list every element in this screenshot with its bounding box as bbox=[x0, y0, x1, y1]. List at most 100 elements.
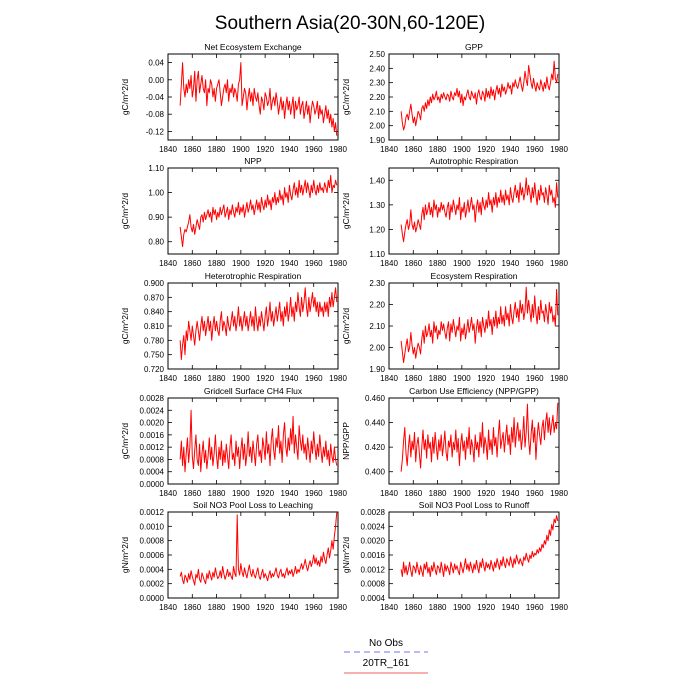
x-tick-label: 1940 bbox=[502, 603, 520, 612]
x-tick-label: 1840 bbox=[380, 145, 398, 154]
y-tick-label: 0.840 bbox=[144, 308, 165, 317]
x-tick-label: 1920 bbox=[256, 489, 274, 498]
figure-title: Southern Asia(20-30N,60-120E) bbox=[215, 13, 485, 34]
series-line bbox=[179, 511, 338, 586]
panel-gpp: GPP gC/m^2/d 1840 1860 1880 1900 1920 1940 1960 1… bbox=[341, 42, 568, 154]
series-line bbox=[400, 286, 559, 364]
x-tick-label: 1900 bbox=[453, 259, 471, 268]
x-tick-label: 1900 bbox=[453, 489, 471, 498]
y-tick-label: 0.0000 bbox=[140, 480, 165, 489]
panel-heterotrophic-respiration: Heterotrophic Respiration gC/m^2/d 1840 186… bbox=[120, 271, 347, 383]
x-tick-label: 1900 bbox=[453, 145, 471, 154]
x-tick-label: 1920 bbox=[256, 145, 274, 154]
x-tick-label: 1880 bbox=[208, 603, 226, 612]
y-tick-label: 0.80 bbox=[148, 238, 164, 247]
y-tick-label: 0.0008 bbox=[361, 580, 386, 589]
x-tick-label: 1900 bbox=[232, 259, 250, 268]
panel-soil-no3-pool-loss-to-runoff: Soil NO3 Pool Loss to Runoff gN/m^2/d 1840… bbox=[341, 500, 568, 612]
x-tick-label: 1960 bbox=[526, 489, 544, 498]
x-tick-label: 1960 bbox=[526, 374, 544, 383]
series-line bbox=[400, 402, 559, 472]
y-axis-label: gC/m^2/d bbox=[120, 308, 130, 344]
x-tick-label: 1840 bbox=[380, 603, 398, 612]
y-tick-label: 0.0012 bbox=[361, 565, 386, 574]
x-tick-label: 1980 bbox=[329, 145, 347, 154]
y-tick-label: 0.0024 bbox=[140, 406, 165, 415]
x-tick-label: 1980 bbox=[329, 603, 347, 612]
y-tick-label: -0.08 bbox=[146, 110, 165, 119]
series-line bbox=[179, 62, 338, 136]
x-tick-label: 1840 bbox=[159, 145, 177, 154]
y-tick-label: 1.90 bbox=[369, 365, 385, 374]
series-line bbox=[179, 409, 338, 473]
x-tick-label: 1860 bbox=[404, 603, 422, 612]
y-tick-label: -0.12 bbox=[146, 127, 165, 136]
x-tick-label: 1880 bbox=[429, 374, 447, 383]
y-tick-label: 0.0024 bbox=[361, 522, 386, 531]
x-tick-label: 1880 bbox=[208, 489, 226, 498]
x-tick-label: 1960 bbox=[305, 374, 323, 383]
y-tick-label: 0.0002 bbox=[140, 580, 165, 589]
y-tick-label: 2.30 bbox=[369, 79, 385, 88]
x-tick-label: 1960 bbox=[526, 603, 544, 612]
plot-frame bbox=[388, 397, 560, 485]
y-tick-label: 0.0004 bbox=[140, 565, 165, 574]
y-tick-label: 2.00 bbox=[369, 122, 385, 131]
y-tick-label: 2.40 bbox=[369, 64, 385, 73]
y-tick-label: 0.0008 bbox=[140, 537, 165, 546]
plot-frame bbox=[167, 167, 339, 255]
y-tick-label: 0.0000 bbox=[140, 594, 165, 603]
x-tick-label: 1880 bbox=[208, 374, 226, 383]
x-tick-label: 1980 bbox=[550, 145, 568, 154]
x-tick-label: 1920 bbox=[256, 259, 274, 268]
x-tick-label: 1940 bbox=[281, 489, 299, 498]
y-axis-label: gC/m^2/d bbox=[341, 79, 351, 115]
x-tick-label: 1840 bbox=[159, 374, 177, 383]
y-tick-label: 1.10 bbox=[369, 250, 385, 259]
x-tick-label: 1980 bbox=[550, 603, 568, 612]
x-tick-label: 1980 bbox=[329, 259, 347, 268]
y-tick-label: 0.0012 bbox=[140, 443, 165, 452]
x-tick-label: 1880 bbox=[429, 259, 447, 268]
y-tick-label: 0.0028 bbox=[361, 508, 386, 517]
x-tick-label: 1840 bbox=[380, 259, 398, 268]
x-tick-label: 1860 bbox=[183, 374, 201, 383]
x-tick-label: 1960 bbox=[526, 145, 544, 154]
legend: No Obs 20TR_161 bbox=[344, 638, 428, 674]
x-tick-label: 1900 bbox=[453, 374, 471, 383]
panel-soil-no3-pool-loss-to-leaching: Soil NO3 Pool Loss to Leaching gN/m^2/d 18… bbox=[120, 500, 347, 612]
y-axis-label: gC/m^2/d bbox=[120, 193, 130, 229]
x-tick-label: 1900 bbox=[453, 603, 471, 612]
y-tick-label: 2.50 bbox=[369, 50, 385, 59]
panel-autotrophic-respiration: Autotrophic Respiration gC/m^2/d 1840 1860 1… bbox=[341, 156, 568, 268]
y-tick-label: 0.0016 bbox=[361, 551, 386, 560]
y-axis-label: gN/m^2/d bbox=[341, 537, 351, 573]
x-tick-label: 1980 bbox=[550, 489, 568, 498]
series-line bbox=[400, 60, 559, 131]
y-tick-label: 2.20 bbox=[369, 301, 385, 310]
x-tick-label: 1960 bbox=[305, 603, 323, 612]
panel-npp: NPP gC/m^2/d 1840 1860 1880 1900 1920 1940 1960 1… bbox=[120, 156, 347, 268]
legend-label-no-obs: No Obs bbox=[369, 638, 403, 649]
y-tick-label: 0.420 bbox=[365, 443, 386, 452]
panels: Net Ecosystem Exchange gC/m^2/d 1840 1860 18… bbox=[120, 42, 568, 612]
x-tick-label: 1840 bbox=[159, 603, 177, 612]
panel-gridcell-surface-ch4-flux: Gridcell Surface CH4 Flux gC/m^2/d 1840 186… bbox=[120, 386, 347, 498]
y-tick-label: 2.00 bbox=[369, 344, 385, 353]
y-tick-label: 1.40 bbox=[369, 176, 385, 185]
y-tick-label: 0.0010 bbox=[140, 522, 165, 531]
panel-title: Soil NO3 Pool Loss to Runoff bbox=[419, 500, 530, 510]
series-line bbox=[179, 287, 338, 360]
y-tick-label: 0.90 bbox=[148, 213, 164, 222]
y-tick-label: 0.900 bbox=[144, 279, 165, 288]
series-line bbox=[179, 174, 338, 248]
y-tick-label: 1.20 bbox=[369, 225, 385, 234]
x-tick-label: 1840 bbox=[380, 374, 398, 383]
x-tick-label: 1900 bbox=[232, 489, 250, 498]
y-tick-label: 0.720 bbox=[144, 365, 165, 374]
x-tick-label: 1940 bbox=[502, 374, 520, 383]
y-tick-label: 2.10 bbox=[369, 322, 385, 331]
series-line bbox=[400, 177, 559, 243]
x-tick-label: 1880 bbox=[429, 145, 447, 154]
y-tick-label: 0.750 bbox=[144, 351, 165, 360]
